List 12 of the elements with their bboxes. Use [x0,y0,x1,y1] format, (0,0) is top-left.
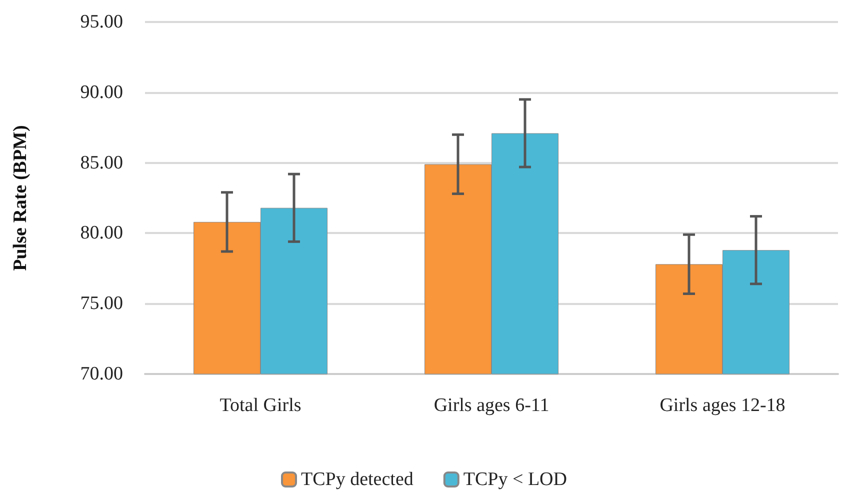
legend-label: TCPy < LOD [463,469,567,490]
x-tick-label: Girls ages 6-11 [434,395,550,416]
y-tick-label: 75.00 [80,293,123,314]
y-tick-label: 85.00 [80,152,123,174]
x-tick-label: Total Girls [220,395,302,416]
y-tick-label: 80.00 [80,222,123,244]
y-tick-label: 95.00 [80,12,123,32]
y-tick-label: 90.00 [80,82,123,103]
legend-label: TCPy detected [301,469,414,490]
x-tick-label: Girls ages 12-18 [660,395,786,416]
y-axis-title: Pulse Rate (BPM) [10,125,31,271]
y-tick-label: 70.00 [80,364,123,384]
